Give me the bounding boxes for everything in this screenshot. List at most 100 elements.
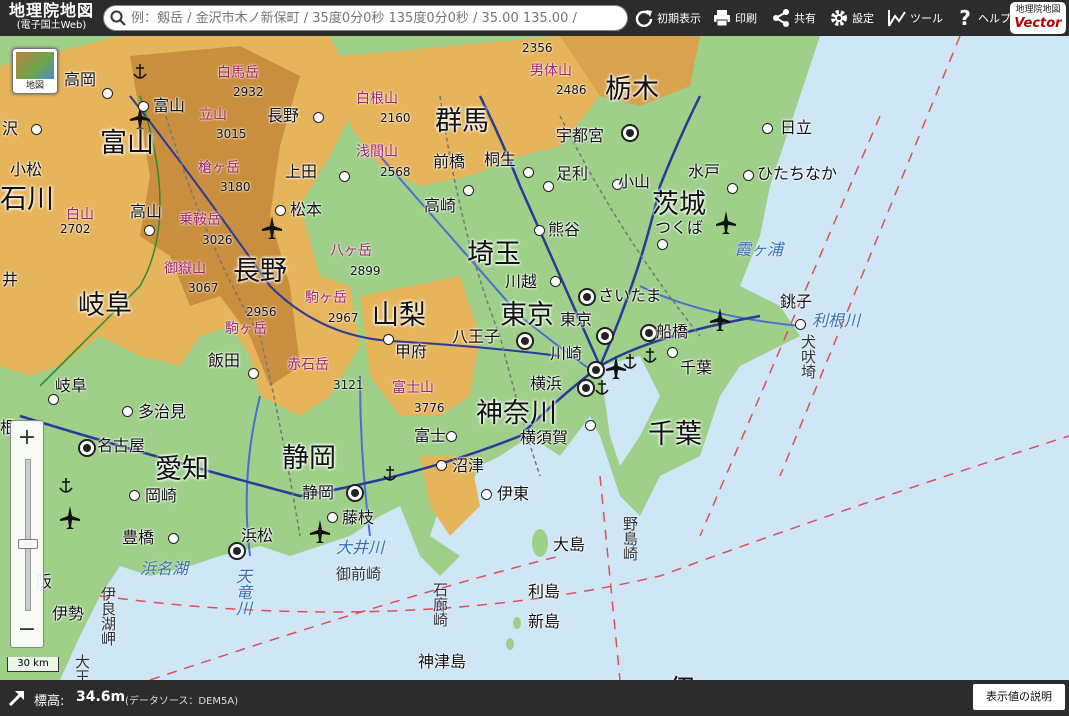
city-marker — [275, 205, 286, 216]
city-label: 小山 — [618, 172, 651, 191]
value-explanation-button[interactable]: 表示値の説明 — [973, 684, 1065, 710]
print-label: 印刷 — [735, 12, 757, 25]
help-button[interactable]: ? ヘルプ — [955, 6, 1011, 30]
city-label: 八王子 — [452, 327, 501, 346]
city-label: 高岡 — [64, 70, 97, 89]
capital-marker — [596, 327, 614, 345]
printer-icon — [714, 10, 730, 27]
mountain-label: 駒ヶ岳 — [305, 290, 347, 306]
zoom-slider-track[interactable] — [25, 459, 31, 611]
city-label: 横浜 — [530, 374, 563, 393]
prefecture-label: 長野 — [233, 256, 287, 287]
layer-switch-button[interactable]: 地図 — [12, 48, 58, 94]
city-marker — [122, 406, 133, 417]
top-toolbar: 地理院地図 (電子国土Web) 初期表示 印刷 共有 設定 ツール ? ヘルプ … — [0, 0, 1069, 36]
search-box[interactable] — [103, 5, 628, 31]
city-label: 前橋 — [433, 152, 466, 171]
share-button[interactable]: 共有 — [771, 6, 816, 30]
elevation-label: 2899 — [350, 264, 381, 278]
mountain-label: 男体山 — [530, 63, 572, 79]
city-marker — [762, 123, 773, 134]
elevation-value: 34.6m — [76, 689, 126, 705]
city-marker — [727, 183, 738, 194]
city-label: 大島 — [553, 535, 586, 554]
elevation-label: 2956 — [246, 305, 277, 319]
city-label: 足利 — [556, 164, 589, 183]
city-marker — [543, 181, 554, 192]
cape-label: 野島崎 — [621, 516, 639, 561]
city-label: 多治見 — [138, 402, 187, 421]
app-subtitle: (電子国土Web) — [16, 20, 87, 31]
data-source: (データソース：DEM5A) — [125, 696, 239, 707]
city-label: 熊谷 — [548, 220, 581, 239]
zoom-slider-handle[interactable] — [18, 539, 38, 549]
zoom-in-button[interactable]: + — [17, 425, 37, 450]
elevation-label: 3776 — [414, 401, 445, 415]
status-bar: 標高: 34.6m (データソース：DEM5A) 表示値の説明 — [0, 680, 1069, 716]
cape-label: 石廊崎 — [431, 582, 449, 627]
capital-marker — [621, 124, 639, 142]
elevation-label: 2486 — [556, 83, 587, 97]
mountain-label: 富士山 — [392, 380, 434, 396]
prefecture-label: 東京 — [500, 300, 554, 331]
city-marker — [481, 489, 492, 500]
expand-arrow-icon[interactable] — [7, 688, 27, 708]
city-label: さいたま — [598, 286, 662, 305]
city-label: 伊勢 — [52, 604, 85, 623]
city-marker — [667, 347, 678, 358]
city-marker — [138, 101, 149, 112]
city-marker — [31, 124, 42, 135]
lake-label: 霞ヶ浦 — [735, 240, 784, 259]
city-label: 名古屋 — [97, 436, 146, 455]
city-marker — [248, 368, 259, 379]
city-label: 沼津 — [452, 456, 485, 475]
settings-button[interactable]: 設定 — [829, 6, 874, 30]
city-label: 浜松 — [241, 526, 274, 545]
city-label: 伊 — [668, 676, 696, 681]
city-marker — [102, 88, 113, 99]
layer-button-label: 地図 — [25, 81, 44, 91]
city-label: 銚子 — [780, 292, 813, 311]
city-label: 神津島 — [418, 652, 467, 671]
capital-marker — [516, 332, 534, 350]
mountain-label: 八ヶ岳 — [330, 243, 372, 259]
prefecture-label: 富山 — [100, 128, 154, 159]
gear-icon — [831, 10, 847, 26]
search-input[interactable] — [131, 8, 621, 28]
elevation-label: 3121 — [333, 378, 364, 392]
city-marker — [313, 112, 324, 123]
layer-thumbnail — [16, 52, 54, 79]
prefecture-label: 群馬 — [435, 106, 489, 137]
city-marker — [550, 276, 561, 287]
city-label: 利島 — [528, 582, 561, 601]
city-label: 日立 — [780, 118, 813, 137]
city-marker — [327, 512, 338, 523]
initial-view-label: 初期表示 — [657, 12, 701, 25]
city-marker — [743, 170, 754, 181]
vector-map-link[interactable]: 地理院地図 Vector — [1010, 2, 1066, 34]
prefecture-label: 山梨 — [372, 300, 426, 331]
map-canvas[interactable]: 富山 石川 群馬 栃木 茨城 埼玉 長野 岐阜 山梨 東京 神奈川 千葉 愛知 … — [0, 36, 1069, 680]
capital-marker — [228, 542, 246, 560]
city-marker — [795, 319, 806, 330]
vector-logo-bottom: Vector — [1014, 16, 1062, 31]
print-button[interactable]: 印刷 — [712, 6, 757, 30]
city-label: 川崎 — [550, 344, 583, 363]
city-label: 水戸 — [688, 162, 721, 181]
app-logo[interactable]: 地理院地図 (電子国土Web) — [4, 2, 99, 34]
initial-view-button[interactable]: 初期表示 — [634, 6, 701, 30]
city-label: 上田 — [285, 162, 318, 181]
lake-label: 浜名湖 — [140, 559, 189, 578]
cape-label: 伊良湖岬 — [99, 586, 117, 646]
mountain-label: 駒ヶ岳 — [225, 321, 267, 337]
mountain-label: 立山 — [199, 107, 227, 123]
zoom-out-button[interactable]: − — [17, 617, 37, 642]
city-label: 高崎 — [424, 196, 457, 215]
city-marker — [446, 431, 457, 442]
city-label: 藤枝 — [342, 508, 375, 527]
tools-button[interactable]: ツール — [887, 6, 943, 30]
refresh-icon — [635, 10, 653, 28]
city-label: 桐生 — [484, 150, 517, 169]
prefecture-label: 神奈川 — [476, 398, 557, 429]
capital-marker — [587, 361, 605, 379]
